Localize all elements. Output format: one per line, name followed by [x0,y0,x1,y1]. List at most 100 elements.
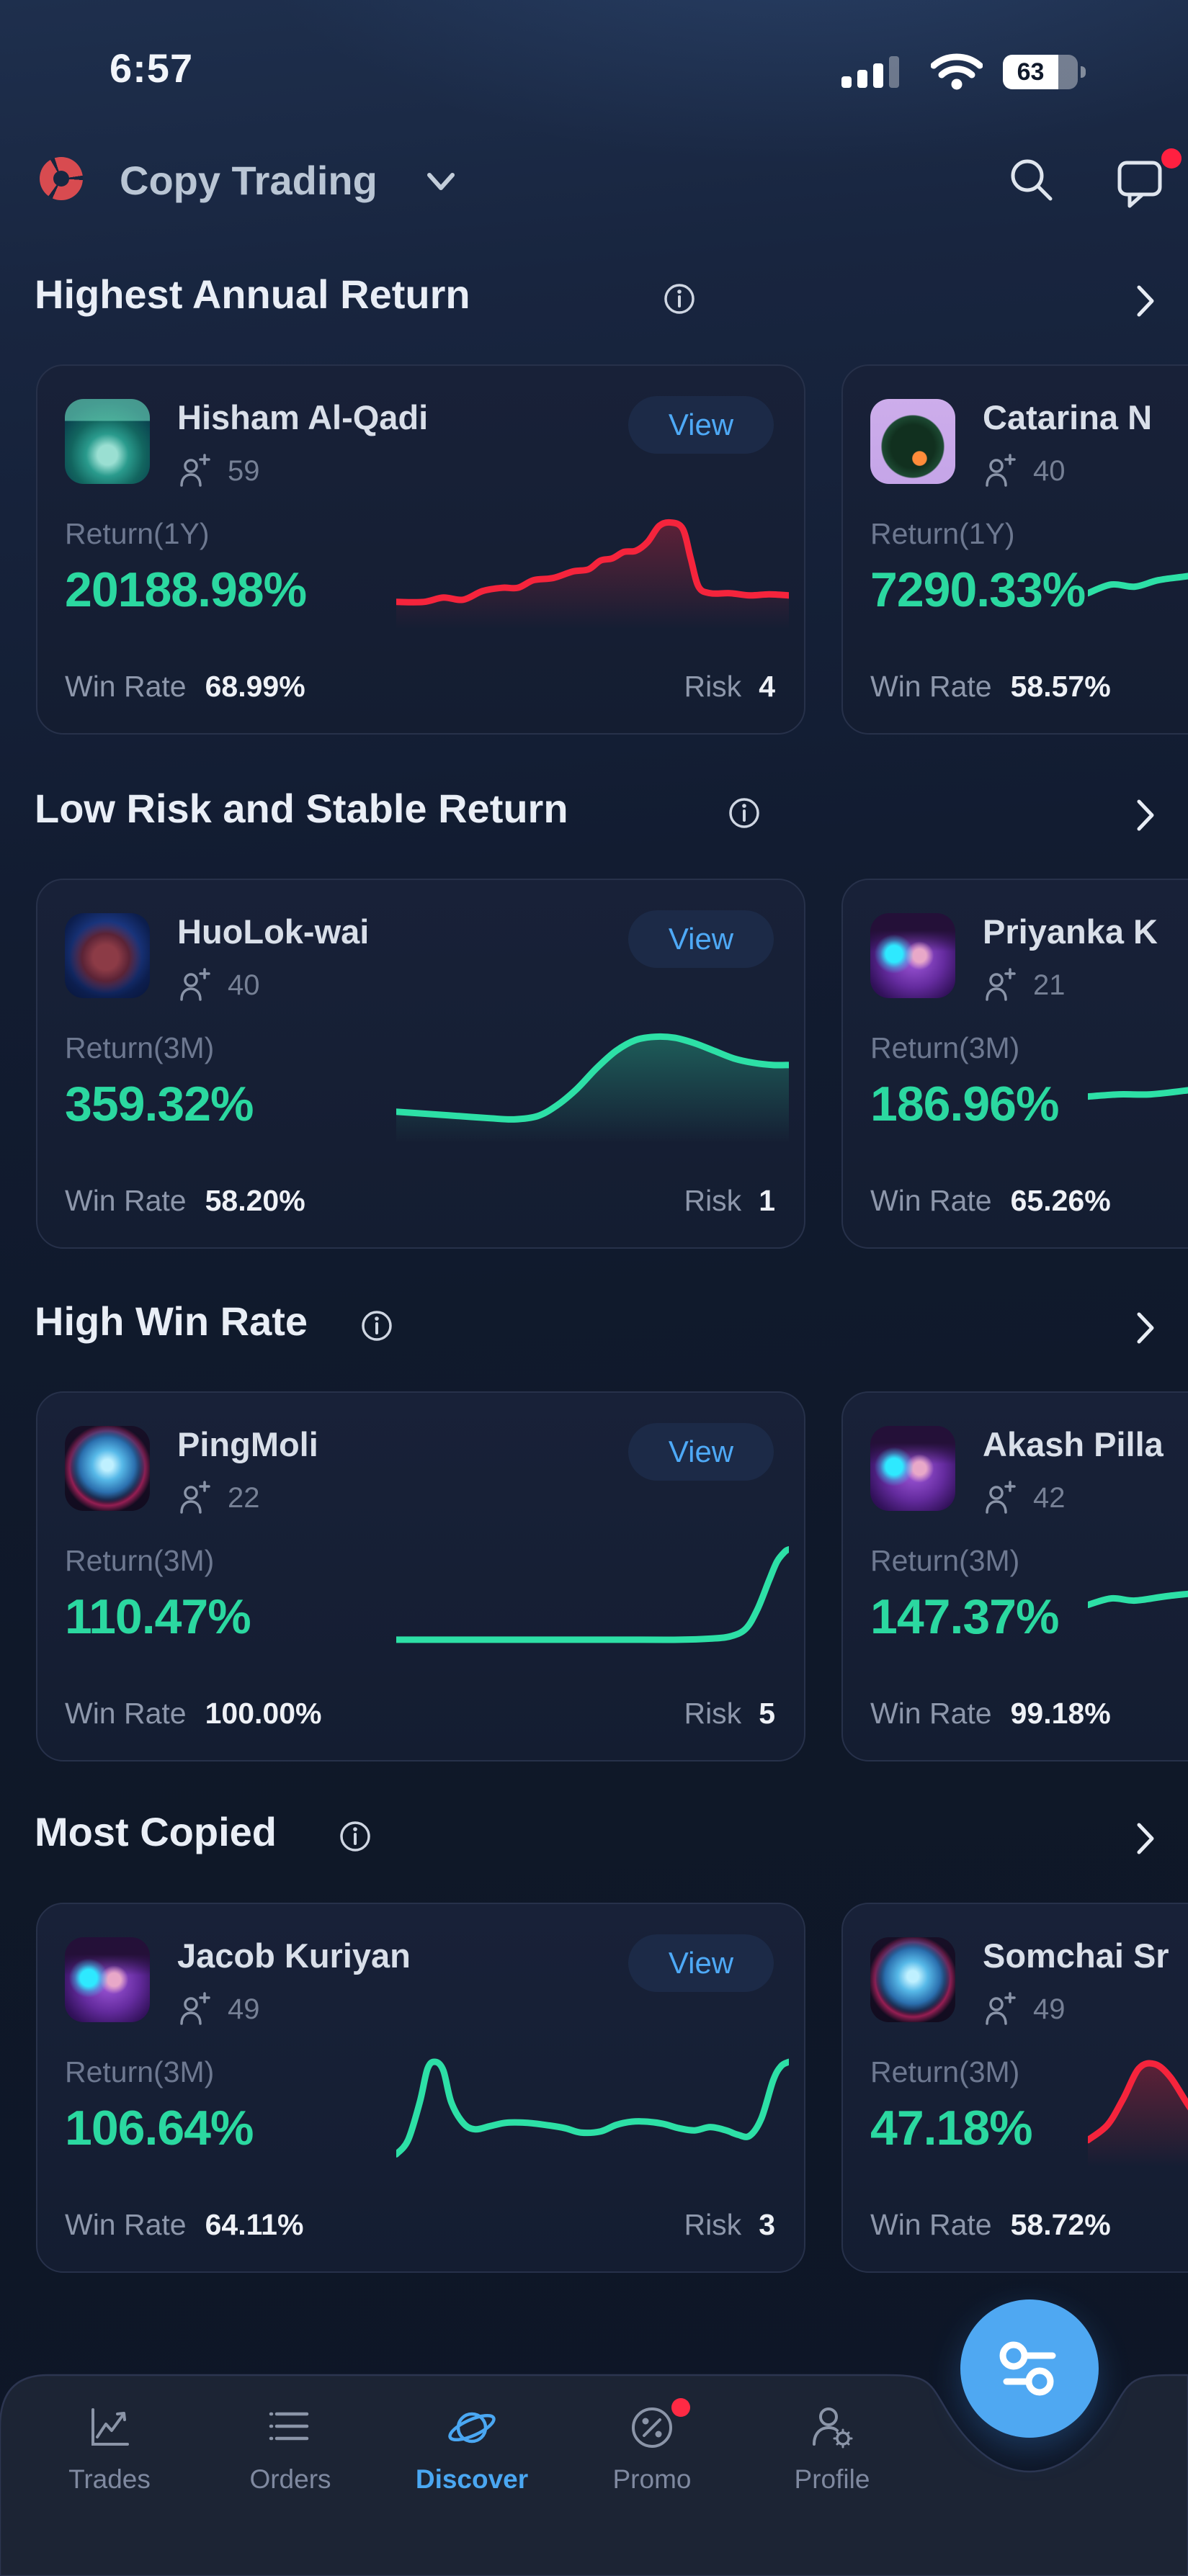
battery-icon: 63 [1003,55,1078,89]
info-icon[interactable] [728,796,761,830]
section-header-most-copied: Most Copied [0,1808,1188,1870]
win-rate-value: 68.99% [205,670,305,703]
profile-user-gear-icon [813,2407,853,2449]
trader-avatar [65,913,150,998]
win-rate-label: Win Rate [870,670,992,703]
nav-item-discover[interactable]: Discover [389,2404,555,2495]
chevron-right-icon[interactable] [1135,798,1156,833]
win-rate-row: Win Rate 100.00% [65,1697,321,1731]
sparkline-chart [1088,1087,1188,1100]
chevron-right-icon[interactable] [1135,1311,1156,1345]
win-rate-value: 58.57% [1010,670,1111,703]
battery-percent: 63 [1017,58,1045,86]
copiers-icon [986,1481,1016,1514]
followers: 49 [179,1992,260,2027]
signal-strength-icon [841,56,911,88]
view-button[interactable]: View [628,396,774,454]
followers: 42 [984,1481,1066,1515]
sparkline-chart [396,1546,789,1643]
risk-value: 1 [759,1184,775,1217]
risk-row: Risk 4 [684,670,775,704]
return-label: Return(3M) [65,2055,215,2088]
status-time: 6:57 [110,45,194,91]
followers-count: 40 [1033,454,1066,487]
trader-card-huolok[interactable]: HuoLok-wai 40 View Return(3M) 359.32% Wi… [36,879,805,1249]
nav-item-profile[interactable]: Profile [749,2404,915,2495]
trader-card-priyanka[interactable]: Priyanka K 21 View Return(3M) 186.96% Wi… [841,879,1188,1249]
nav-label: Orders [249,2464,331,2494]
risk-value: 4 [759,670,775,703]
followers-count: 40 [228,969,260,1001]
trader-card-hisham[interactable]: Hisham Al-Qadi 59 View Return(1Y) 20188.… [36,364,805,735]
return-label: Return(3M) [870,1544,1020,1577]
return-value: 359.32% [65,1077,254,1131]
view-button[interactable]: View [628,1934,774,1992]
app-logo-icon [40,157,83,200]
view-button[interactable]: View [628,910,774,968]
risk-value: 3 [759,2208,775,2241]
nav-item-promo[interactable]: Promo [569,2398,735,2495]
trader-avatar [870,399,955,484]
risk-row: Risk 3 [684,2208,775,2242]
filter-fab-button[interactable] [960,2299,1099,2438]
followers: 59 [179,454,260,488]
info-icon[interactable] [663,282,696,315]
risk-label: Risk [684,1184,742,1217]
nav-label: Promo [612,2464,692,2494]
wifi-icon [931,53,983,90]
return-label: Return(1Y) [65,517,210,550]
nav-label: Trades [68,2464,151,2494]
copiers-icon [180,1481,210,1514]
copiers-icon [180,1992,210,2025]
win-rate-value: 65.26% [1010,1184,1111,1217]
followers: 40 [179,968,260,1002]
nav-item-orders[interactable]: Orders [207,2404,373,2495]
followers: 49 [984,1992,1066,2027]
trader-avatar [870,1426,955,1511]
filter-sliders-icon [999,2341,1056,2396]
trader-card-pingmoli[interactable]: PingMoli 22 View Return(3M) 110.47% Win … [36,1391,805,1762]
promo-percent-icon [632,2407,672,2448]
copiers-icon [986,968,1016,1001]
win-rate-label: Win Rate [65,1184,187,1217]
info-icon[interactable] [339,1820,372,1853]
followers-count: 22 [228,1481,260,1514]
section-title: High Win Rate [35,1298,308,1344]
risk-label: Risk [684,2208,742,2241]
search-icon[interactable] [1007,156,1056,205]
chat-icon[interactable] [1115,157,1170,210]
trader-avatar [65,1426,150,1511]
risk-row: Risk 5 [684,1697,775,1731]
return-label: Return(3M) [65,1544,215,1577]
risk-value: 5 [759,1697,775,1730]
chevron-right-icon[interactable] [1135,1821,1156,1856]
trader-card-somchai[interactable]: Somchai Sr 49 View Return(3M) 47.18% Win… [841,1903,1188,2273]
trader-card-akash[interactable]: Akash Pilla 42 View Return(3M) 147.37% W… [841,1391,1188,1762]
return-label: Return(1Y) [870,517,1015,550]
battery-tip [1081,66,1086,78]
copiers-icon [986,1992,1016,2025]
win-rate-value: 64.11% [205,2208,304,2241]
sparkline-chart [396,519,789,629]
page-title[interactable]: Copy Trading [120,158,378,203]
trader-avatar [65,399,150,484]
section-title: Low Risk and Stable Return [35,786,568,831]
trader-name: Hisham Al-Qadi [177,398,429,436]
nav-item-trades[interactable]: Trades [27,2404,192,2495]
trader-card-jacob[interactable]: Jacob Kuriyan 49 View Return(3M) 106.64%… [36,1903,805,2273]
info-icon[interactable] [360,1309,393,1342]
chevron-down-icon[interactable] [425,171,457,193]
win-rate-label: Win Rate [65,670,187,703]
win-rate-value: 58.72% [1010,2208,1111,2241]
view-button[interactable]: View [628,1423,774,1481]
chevron-right-icon[interactable] [1135,284,1156,318]
return-value: 7290.33% [870,562,1086,617]
trader-name: Catarina N [983,398,1153,436]
return-value: 106.64% [65,2101,254,2155]
trader-avatar [65,1937,150,2022]
section-header-low-risk: Low Risk and Stable Return [0,785,1188,847]
win-rate-row: Win Rate 65.26% [870,1184,1111,1218]
win-rate-row: Win Rate 68.99% [65,670,305,704]
trader-card-catarina[interactable]: Catarina N 40 View Return(1Y) 7290.33% W… [841,364,1188,735]
